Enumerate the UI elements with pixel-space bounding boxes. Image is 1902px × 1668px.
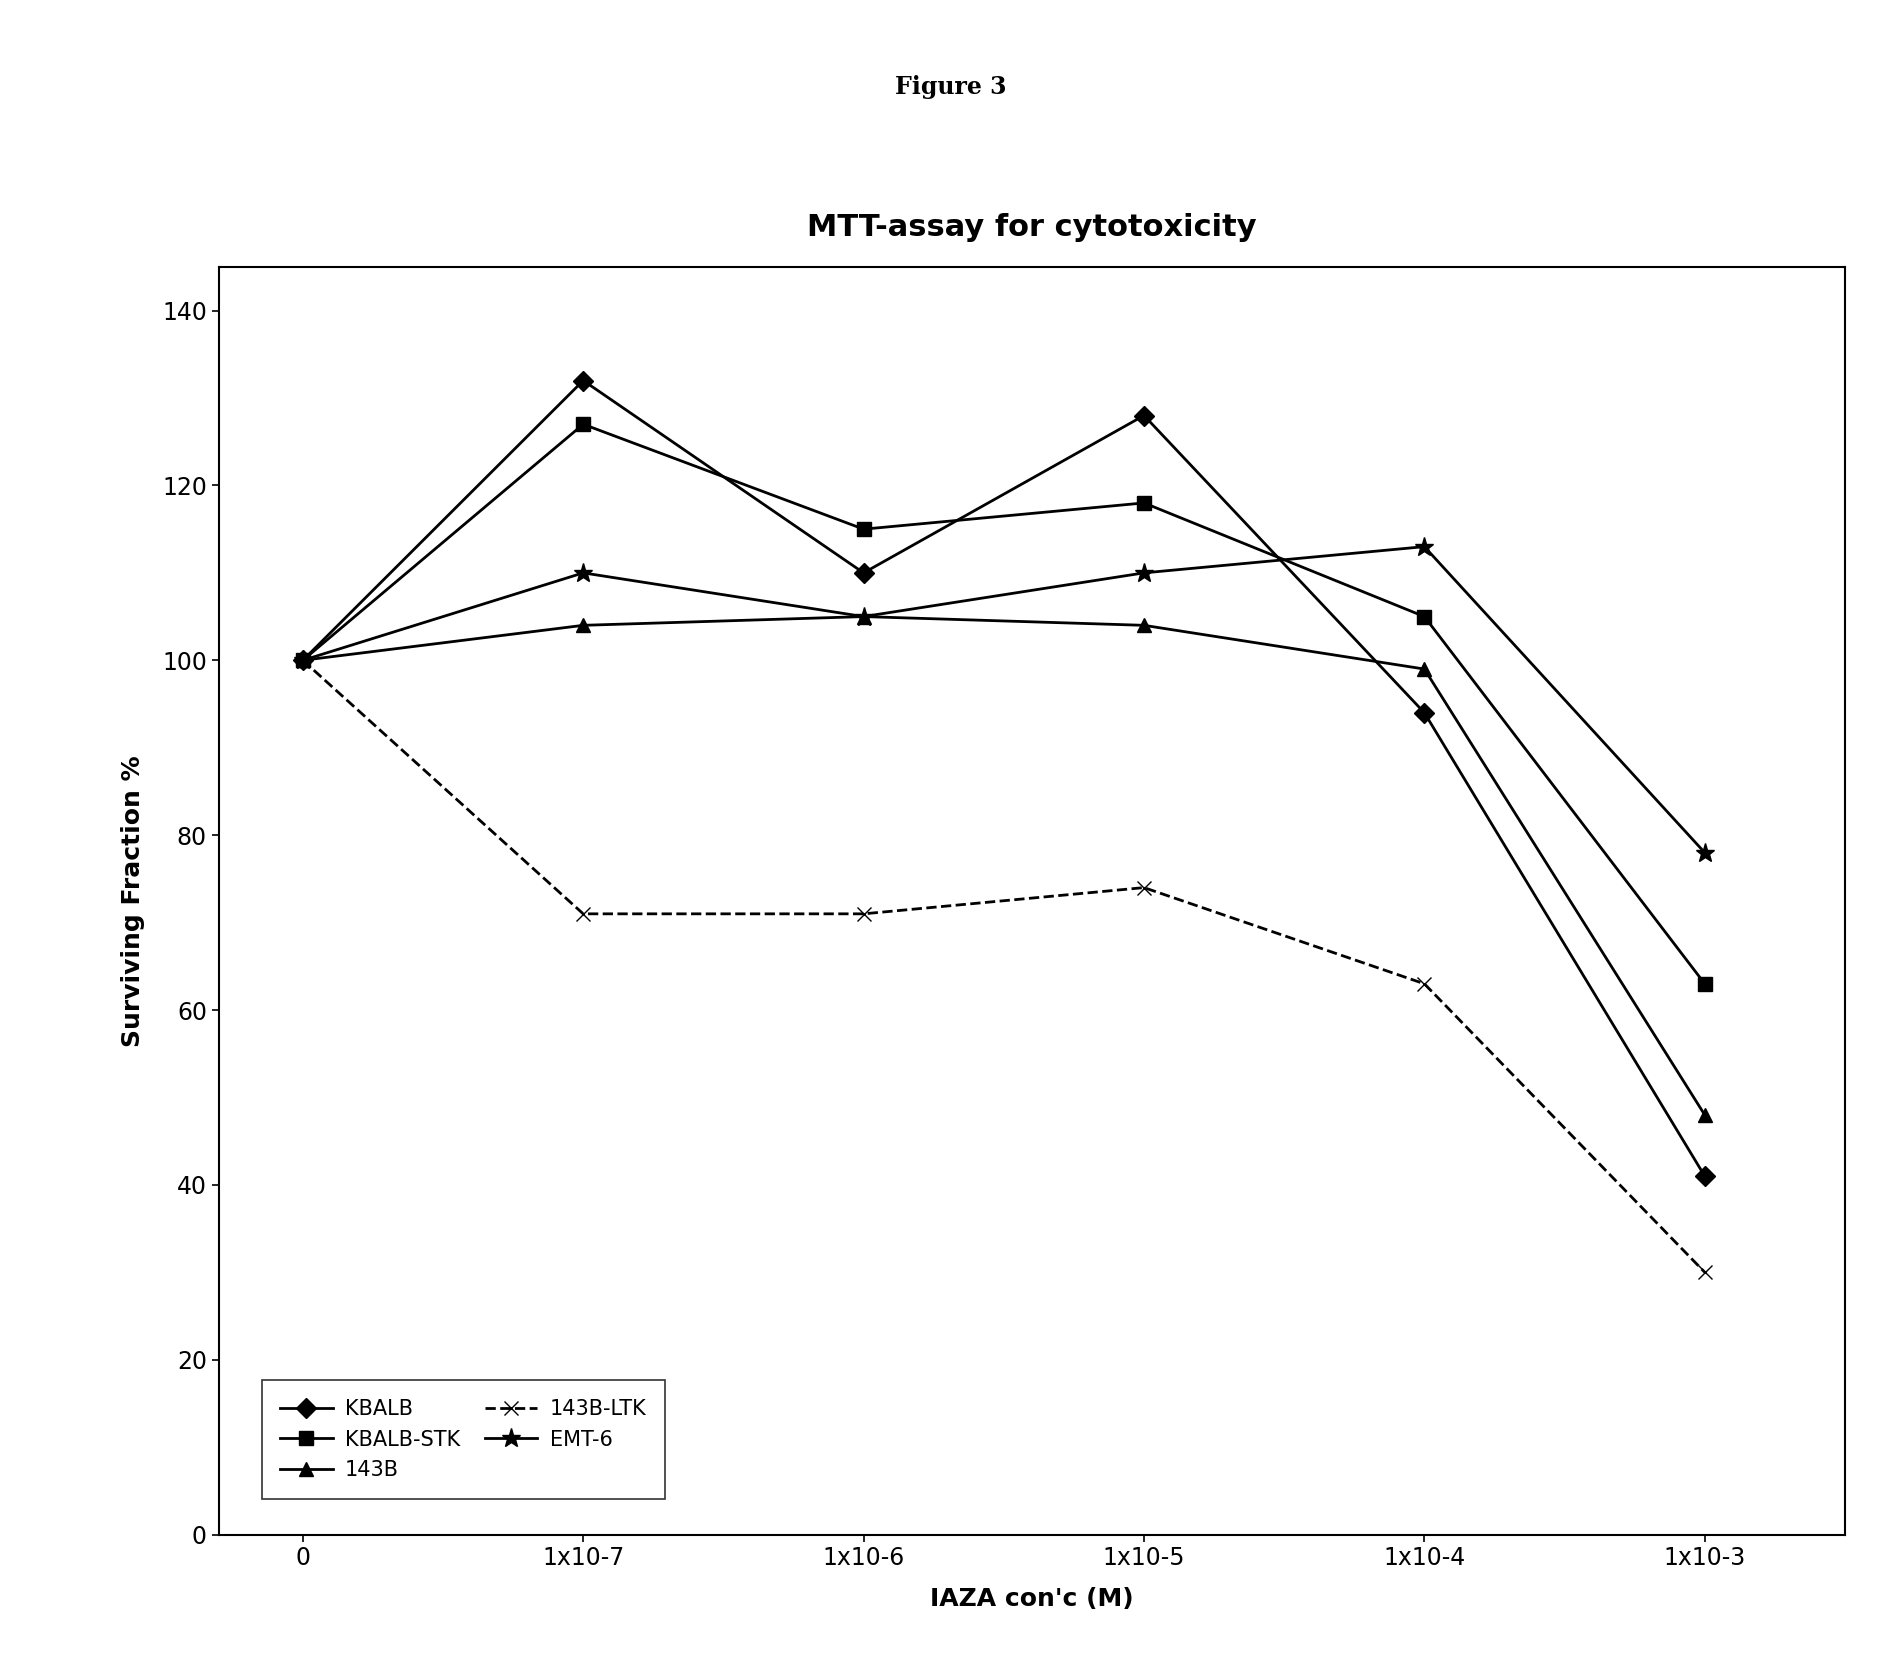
Line: 143B: 143B: [297, 609, 1712, 1123]
KBALB-STK: [1132, 494, 1155, 514]
EMT-6: [1413, 537, 1436, 557]
Legend: KBALB, KBALB-STK, 143B, 143B-LTK, EMT-6: KBALB, KBALB-STK, 143B, 143B-LTK, EMT-6: [262, 1381, 666, 1500]
143B-LTK: [852, 904, 875, 924]
KBALB: [1693, 1166, 1716, 1186]
KBALB-STK: [852, 519, 875, 539]
Text: Figure 3: Figure 3: [896, 75, 1006, 98]
EMT-6: [1693, 842, 1716, 862]
KBALB-STK: [1413, 607, 1436, 627]
143B: [1413, 659, 1436, 679]
KBALB: [852, 562, 875, 582]
EMT-6: [573, 562, 595, 582]
EMT-6: [1132, 562, 1155, 582]
Line: EMT-6: EMT-6: [293, 537, 1714, 862]
143B: [291, 651, 314, 671]
X-axis label: IAZA con'c (M): IAZA con'c (M): [930, 1586, 1134, 1611]
143B: [1132, 615, 1155, 636]
EMT-6: [852, 607, 875, 627]
KBALB: [1132, 405, 1155, 425]
Line: KBALB-STK: KBALB-STK: [297, 417, 1712, 991]
143B: [852, 607, 875, 627]
143B-LTK: [1132, 877, 1155, 897]
EMT-6: [291, 651, 314, 671]
143B-LTK: [1693, 1263, 1716, 1283]
143B-LTK: [291, 651, 314, 671]
KBALB: [1413, 702, 1436, 722]
143B-LTK: [1413, 974, 1436, 994]
143B: [573, 615, 595, 636]
143B-LTK: [573, 904, 595, 924]
Line: 143B-LTK: 143B-LTK: [297, 654, 1712, 1279]
KBALB: [573, 370, 595, 390]
KBALB: [291, 651, 314, 671]
Y-axis label: Surviving Fraction %: Surviving Fraction %: [122, 756, 145, 1046]
KBALB-STK: [573, 414, 595, 434]
KBALB-STK: [291, 651, 314, 671]
KBALB-STK: [1693, 974, 1716, 994]
Title: MTT-assay for cytotoxicity: MTT-assay for cytotoxicity: [806, 214, 1257, 242]
Line: KBALB: KBALB: [297, 374, 1712, 1183]
143B: [1693, 1104, 1716, 1124]
